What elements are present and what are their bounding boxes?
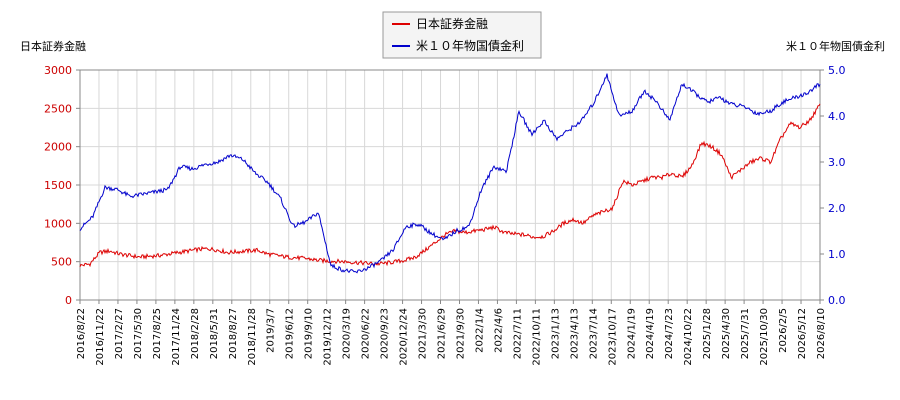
left-tick-label: 0 [65,294,72,307]
x-tick-label: 2026/2/5 [778,308,789,353]
right-tick-label: 0.0 [828,294,846,307]
x-tick-label: 2017/2/27 [114,308,125,359]
right-tick-label: 3.0 [828,156,846,169]
right-tick-label: 4.0 [828,110,846,123]
series-line-japan-securities-finance [79,103,821,268]
legend-box [382,11,542,59]
x-tick-label: 2019/12/12 [323,308,334,366]
left-tick-label: 500 [51,256,72,269]
left-tick-label: 2000 [44,141,72,154]
x-tick-label: 2024/7/23 [664,308,675,359]
x-tick-label: 2023/1/13 [550,308,561,359]
left-tick-label: 1000 [44,217,72,230]
x-tick-label: 2017/11/24 [171,308,182,366]
left-tick-label: 3000 [44,64,72,77]
x-tick-label: 2022/4/6 [493,308,504,353]
x-tick-label: 2020/6/22 [361,308,372,359]
x-tick-label: 2020/3/19 [342,308,353,359]
right-tick-label: 1.0 [828,248,846,261]
x-tick-label: 2025/7/31 [740,308,751,359]
left-tick-label: 2500 [44,102,72,115]
x-tick-label: 2018/8/27 [228,308,239,359]
x-tick-label: 2016/11/22 [95,308,106,366]
legend-label-japan-securities-finance: 日本証券金融 [416,16,488,31]
x-tick-label: 2017/8/25 [152,308,163,359]
right-tick-label: 2.0 [828,202,846,215]
x-tick-label: 2023/10/17 [607,308,618,366]
x-tick-label: 2018/11/28 [247,308,258,366]
x-tick-label: 2025/10/30 [759,308,770,366]
left-axis-title: 日本証券金融 [20,39,86,53]
grid [79,69,821,301]
x-tick-label: 2019/9/10 [304,308,315,359]
x-tick-label: 2024/10/22 [683,308,694,366]
legend: 日本証券金融 米１０年物国債金利 [382,11,542,59]
series-line-us-10y-yield [79,73,821,274]
x-tick-label: 2022/1/4 [474,308,485,353]
x-tick-label: 2021/9/30 [455,308,466,359]
x-tick-label: 2024/4/19 [645,308,656,359]
left-tick-label: 1500 [44,179,72,192]
x-tick-label: 2018/2/28 [190,308,201,359]
x-tick-label: 2025/4/30 [721,308,732,359]
x-tick-label: 2026/5/12 [797,308,808,359]
x-tick-label: 2021/3/30 [418,308,429,359]
x-tick-label: 2018/5/31 [209,308,220,359]
left-axis: 0 500 1000 1500 2000 2500 3000 [44,64,80,307]
x-tick-label: 2017/5/30 [133,308,144,359]
right-axis: 0.0 1.0 2.0 3.0 4.0 5.0 [820,64,846,307]
x-tick-label: 2024/1/19 [626,308,637,359]
x-tick-label: 2023/7/14 [588,308,599,359]
x-tick-label: 2019/6/12 [285,308,296,359]
x-tick-label: 2022/10/11 [531,308,542,366]
right-tick-label: 5.0 [828,64,846,77]
x-tick-label: 2026/8/10 [816,308,827,359]
series-layer [79,73,821,274]
x-tick-label: 2016/8/22 [76,308,87,359]
legend-label-us-10y-yield: 米１０年物国債金利 [416,38,524,53]
x-tick-label: 2020/12/24 [399,308,410,366]
x-axis: 2016/8/22 2016/11/22 2017/2/27 2017/5/30 201… [76,300,827,366]
x-tick-label: 2020/9/23 [380,308,391,359]
x-tick-label: 2025/1/28 [702,308,713,359]
x-tick-label: 2019/3/7 [266,308,277,353]
x-tick-label: 2023/4/13 [569,308,580,359]
right-axis-title: 米１０年物国債金利 [786,39,885,53]
x-tick-label: 2021/6/29 [437,308,448,359]
x-tick-label: 2022/7/11 [512,308,523,359]
